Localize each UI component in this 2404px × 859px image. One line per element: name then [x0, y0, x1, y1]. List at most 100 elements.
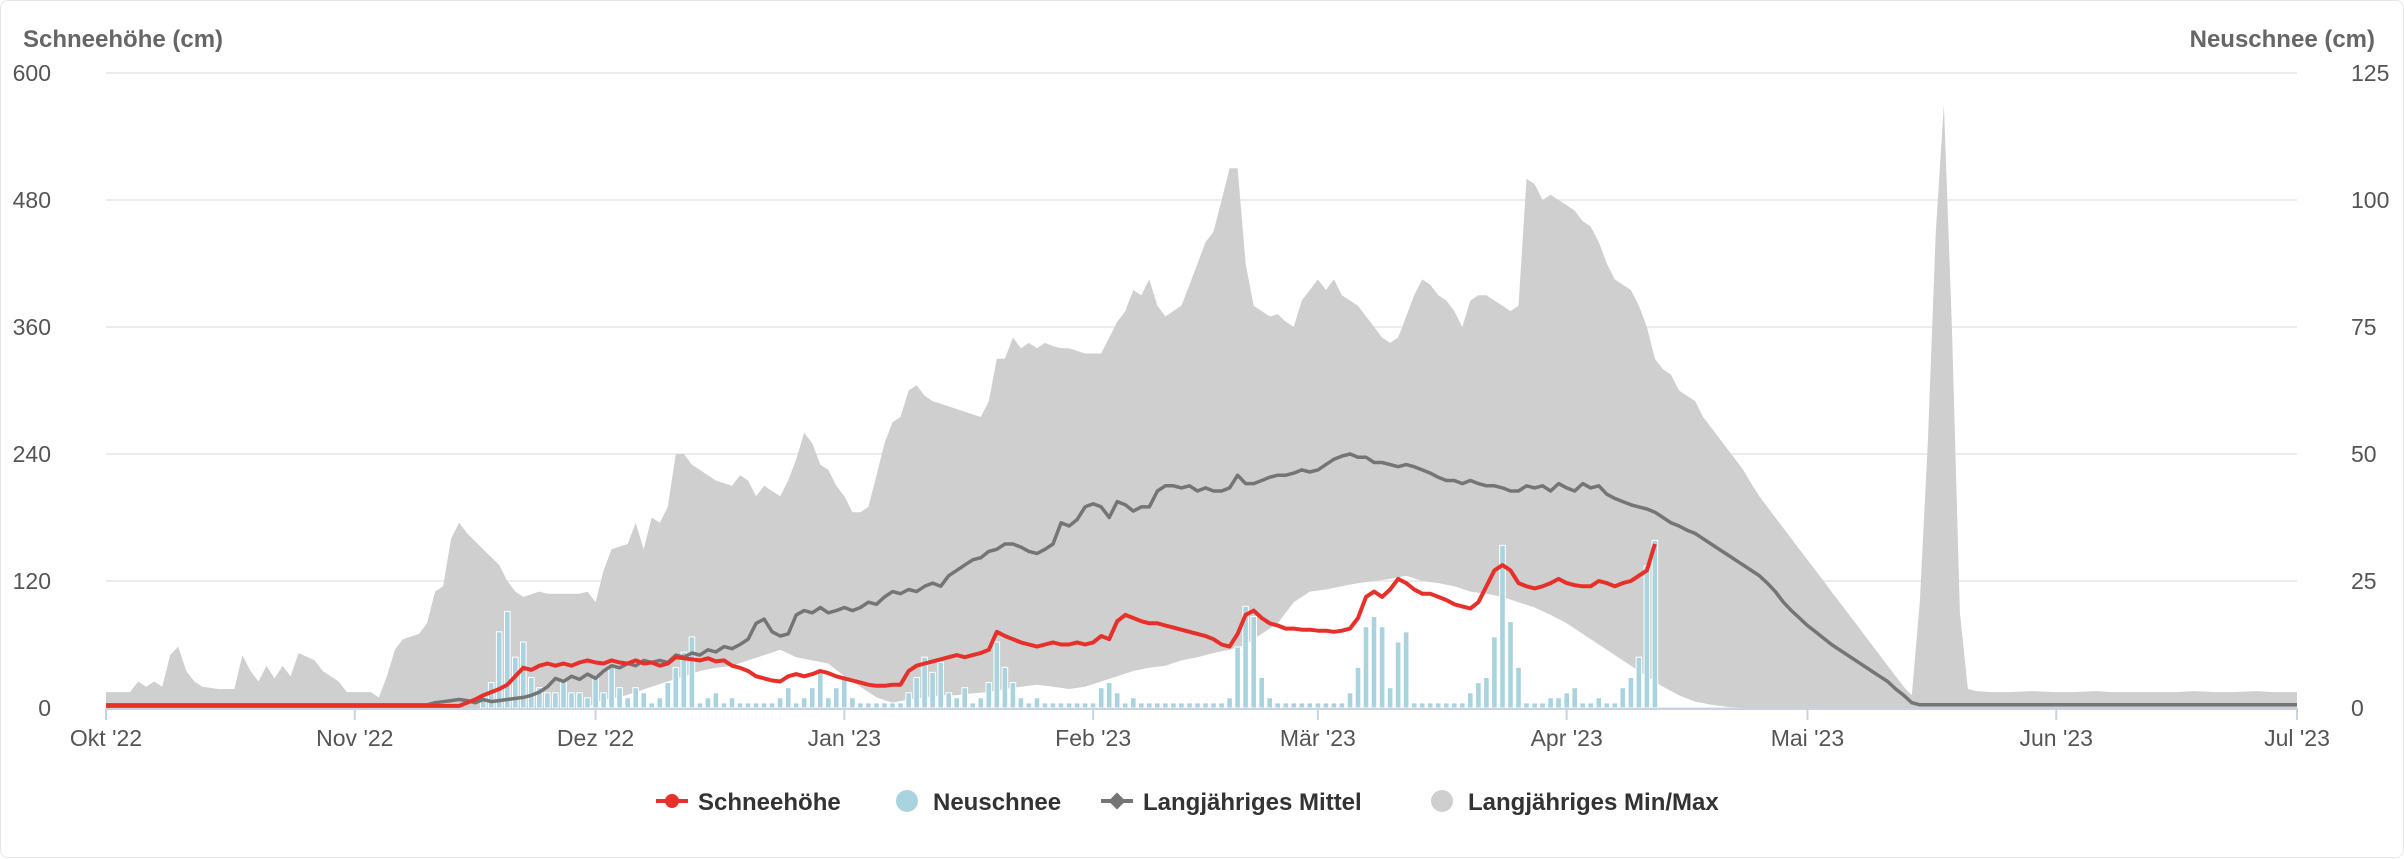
mittel-line [106, 452, 2297, 707]
neuschnee-bar [1651, 539, 1659, 709]
neuschnee-bar [1555, 697, 1562, 709]
left-tick-label: 120 [13, 568, 51, 594]
mittel-line-layer [106, 452, 2297, 707]
neuschnee-bar [1346, 692, 1354, 709]
neuschnee-bar [1218, 702, 1225, 709]
neuschnee-bar [1274, 702, 1282, 709]
neuschnee-bar [1394, 641, 1402, 709]
neuschnee-bar [544, 692, 551, 709]
neuschnee-bar [1130, 697, 1137, 709]
x-tick-label: Jun '23 [2020, 725, 2093, 751]
minmax-area-layer [106, 104, 2297, 709]
neuschnee-bar [1162, 702, 1169, 709]
right-tick-label: 75 [2351, 314, 2377, 340]
neuschnee-bar [768, 702, 776, 709]
neuschnee-bar [897, 702, 904, 709]
neuschnee-bar [1186, 702, 1193, 709]
neuschnee-bar [1459, 702, 1466, 709]
neuschnee-bar [800, 697, 808, 709]
legend-item: Neuschnee [896, 789, 1061, 816]
neuschnee-bar [792, 702, 800, 709]
neuschnee-bar [1619, 687, 1627, 709]
neuschnee-bar [817, 671, 824, 709]
neuschnee-bar [1298, 702, 1306, 709]
neuschnee-bar [1146, 702, 1153, 709]
neuschnee-bar [760, 702, 768, 709]
x-tick-label: Mai '23 [1771, 725, 1844, 751]
neuschnee-bar [1049, 702, 1057, 709]
legend-label: Neuschnee [933, 789, 1061, 816]
neuschnee-bar [640, 692, 648, 709]
neuschnee-bar [841, 677, 848, 709]
neuschnee-bar [1250, 616, 1258, 709]
neuschnee-bar [1210, 702, 1217, 709]
legend-dot-symbol [896, 790, 918, 812]
neuschnee-bar [913, 677, 920, 709]
neuschnee-bar [825, 697, 832, 709]
legend-diamond-symbol [1108, 792, 1126, 810]
neuschnee-bar [1475, 682, 1482, 709]
neuschnee-bar [1057, 702, 1065, 709]
right-tick-label: 25 [2351, 568, 2377, 594]
neuschnee-bar [495, 631, 503, 709]
neuschnee-bar [776, 697, 784, 709]
neuschnee-bar [1386, 687, 1394, 709]
x-tick-label: Mär '23 [1280, 725, 1356, 751]
neuschnee-bar [1491, 636, 1498, 709]
neuschnee-bar [1499, 544, 1506, 709]
neuschnee-bar [1426, 702, 1434, 709]
legend-label: Schneehöhe [698, 789, 841, 816]
neuschnee-bar [1314, 702, 1322, 709]
neuschnee-bar [833, 687, 840, 709]
neuschnee-bar [1451, 702, 1458, 709]
left-tick-label: 480 [13, 187, 51, 213]
neuschnee-bar [1418, 702, 1426, 709]
neuschnee-bar [889, 702, 896, 709]
neuschnee-bar [1338, 702, 1346, 709]
neuschnee-bar [961, 687, 969, 709]
legend-dot-symbol [1431, 790, 1453, 812]
neuschnee-bar [616, 687, 623, 709]
neuschnee-bar [568, 692, 575, 709]
neuschnee-bar [977, 697, 985, 709]
neuschnee-bar [648, 702, 656, 709]
right-tick-label: 125 [2351, 60, 2389, 86]
right-tick-label: 50 [2351, 441, 2377, 467]
neuschnee-bar [1306, 702, 1314, 709]
schneehoehe-line [106, 543, 1657, 708]
neuschnee-bar [1266, 697, 1274, 709]
neuschnee-bar [1362, 626, 1370, 709]
neuschnee-bar [704, 697, 712, 709]
legend-label: Langjähriges Min/Max [1468, 789, 1719, 816]
axis-layer: 0 120 240 360 480 600 0 25 50 75 100 125 Okt '22 Nov … [13, 60, 2390, 751]
neuschnee-bar [1009, 682, 1017, 709]
x-tick-label: Apr '23 [1531, 725, 1603, 751]
neuschnee-bar [624, 697, 632, 709]
neuschnee-bar [1290, 702, 1298, 709]
neuschnee-bar [1483, 677, 1490, 709]
neuschnee-bar [945, 692, 953, 709]
neuschnee-bar [865, 702, 872, 709]
neuschnee-bar [1434, 702, 1442, 709]
neuschnee-bar [1443, 702, 1450, 709]
neuschnee-bar [1579, 702, 1587, 709]
neuschnee-bar [1370, 616, 1378, 709]
neuschnee-bar [1089, 702, 1097, 709]
neuschnee-bar [993, 641, 1001, 709]
neuschnee-bar [857, 702, 864, 709]
neuschnee-bar [1515, 666, 1522, 709]
neuschnee-bar [784, 687, 792, 709]
neuschnee-bar [696, 702, 704, 709]
neuschnee-bar [1603, 702, 1611, 709]
x-tick-label: Dez '22 [557, 725, 634, 751]
neuschnee-bar [1154, 702, 1161, 709]
neuschnee-bar [1378, 626, 1386, 709]
neuschnee-bar [688, 636, 696, 709]
neuschnee-bar [873, 702, 880, 709]
neuschnee-bar [985, 682, 993, 709]
neuschnee-bar [929, 671, 936, 709]
neuschnee-bar [600, 692, 607, 709]
neuschnee-bar [1595, 697, 1603, 709]
x-tick-label: Feb '23 [1055, 725, 1131, 751]
